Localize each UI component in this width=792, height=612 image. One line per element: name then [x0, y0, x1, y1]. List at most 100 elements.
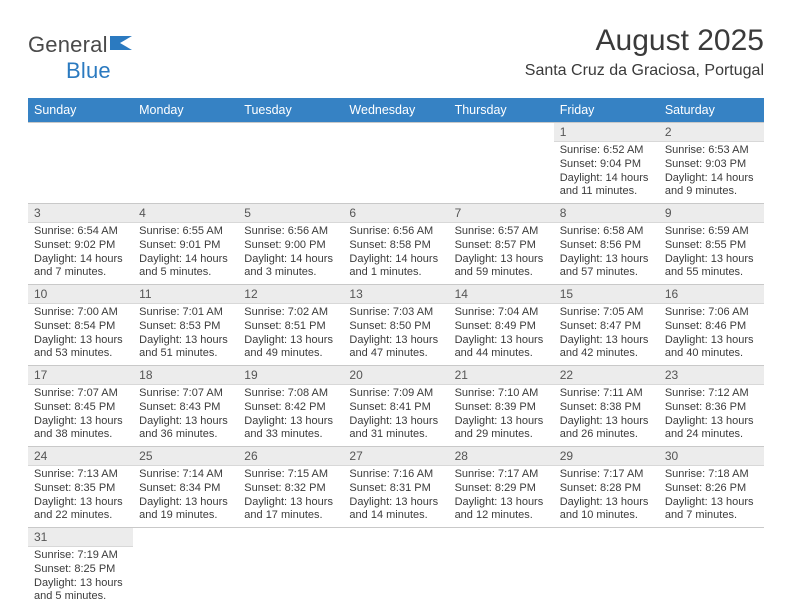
brand-logo: GeneralBlue	[28, 30, 132, 84]
daynum-bar-empty	[343, 123, 448, 141]
sunrise-line: Sunrise: 7:15 AM	[244, 468, 337, 482]
daylight-line: Daylight: 13 hours and 47 minutes.	[349, 334, 442, 362]
sunrise-line: Sunrise: 6:52 AM	[560, 144, 653, 158]
calendar-cell: 2Sunrise: 6:53 AMSunset: 9:03 PMDaylight…	[659, 123, 764, 204]
day-number: 21	[449, 366, 554, 385]
daylight-line: Daylight: 13 hours and 44 minutes.	[455, 334, 548, 362]
sunrise-line: Sunrise: 6:53 AM	[665, 144, 758, 158]
sunset-line: Sunset: 9:01 PM	[139, 239, 232, 253]
day-number: 18	[133, 366, 238, 385]
day-details: Sunrise: 7:12 AMSunset: 8:36 PMDaylight:…	[659, 385, 764, 446]
sunrise-line: Sunrise: 7:12 AM	[665, 387, 758, 401]
sunrise-line: Sunrise: 7:16 AM	[349, 468, 442, 482]
calendar-cell: 11Sunrise: 7:01 AMSunset: 8:53 PMDayligh…	[133, 285, 238, 366]
day-details: Sunrise: 7:00 AMSunset: 8:54 PMDaylight:…	[28, 304, 133, 365]
day-details: Sunrise: 7:04 AMSunset: 8:49 PMDaylight:…	[449, 304, 554, 365]
daylight-line: Daylight: 13 hours and 42 minutes.	[560, 334, 653, 362]
calendar-cell	[238, 123, 343, 204]
calendar-cell: 13Sunrise: 7:03 AMSunset: 8:50 PMDayligh…	[343, 285, 448, 366]
calendar-cell	[133, 528, 238, 609]
calendar-cell: 23Sunrise: 7:12 AMSunset: 8:36 PMDayligh…	[659, 366, 764, 447]
day-number: 6	[343, 204, 448, 223]
sunrise-line: Sunrise: 7:05 AM	[560, 306, 653, 320]
day-number: 27	[343, 447, 448, 466]
calendar-cell: 4Sunrise: 6:55 AMSunset: 9:01 PMDaylight…	[133, 204, 238, 285]
sunrise-line: Sunrise: 7:17 AM	[560, 468, 653, 482]
day-details: Sunrise: 7:02 AMSunset: 8:51 PMDaylight:…	[238, 304, 343, 365]
daylight-line: Daylight: 13 hours and 51 minutes.	[139, 334, 232, 362]
sunrise-line: Sunrise: 7:10 AM	[455, 387, 548, 401]
day-details: Sunrise: 7:17 AMSunset: 8:28 PMDaylight:…	[554, 466, 659, 527]
sunrise-line: Sunrise: 7:19 AM	[34, 549, 127, 563]
calendar-row: 24Sunrise: 7:13 AMSunset: 8:35 PMDayligh…	[28, 447, 764, 528]
calendar-cell: 19Sunrise: 7:08 AMSunset: 8:42 PMDayligh…	[238, 366, 343, 447]
sunset-line: Sunset: 8:49 PM	[455, 320, 548, 334]
calendar-row: 10Sunrise: 7:00 AMSunset: 8:54 PMDayligh…	[28, 285, 764, 366]
calendar-cell: 29Sunrise: 7:17 AMSunset: 8:28 PMDayligh…	[554, 447, 659, 528]
calendar-cell	[133, 123, 238, 204]
daylight-line: Daylight: 14 hours and 11 minutes.	[560, 172, 653, 200]
daylight-line: Daylight: 13 hours and 59 minutes.	[455, 253, 548, 281]
calendar-row: 1Sunrise: 6:52 AMSunset: 9:04 PMDaylight…	[28, 123, 764, 204]
day-details: Sunrise: 7:07 AMSunset: 8:43 PMDaylight:…	[133, 385, 238, 446]
calendar-cell: 7Sunrise: 6:57 AMSunset: 8:57 PMDaylight…	[449, 204, 554, 285]
daylight-line: Daylight: 13 hours and 38 minutes.	[34, 415, 127, 443]
daylight-line: Daylight: 13 hours and 40 minutes.	[665, 334, 758, 362]
calendar-cell: 12Sunrise: 7:02 AMSunset: 8:51 PMDayligh…	[238, 285, 343, 366]
sunset-line: Sunset: 8:29 PM	[455, 482, 548, 496]
sunset-line: Sunset: 8:42 PM	[244, 401, 337, 415]
day-number: 28	[449, 447, 554, 466]
sunrise-line: Sunrise: 7:02 AM	[244, 306, 337, 320]
calendar-table: SundayMondayTuesdayWednesdayThursdayFrid…	[28, 98, 764, 608]
day-details: Sunrise: 6:59 AMSunset: 8:55 PMDaylight:…	[659, 223, 764, 284]
title-block: August 2025 Santa Cruz da Graciosa, Port…	[525, 24, 764, 80]
day-details: Sunrise: 7:15 AMSunset: 8:32 PMDaylight:…	[238, 466, 343, 527]
calendar-row: 31Sunrise: 7:19 AMSunset: 8:25 PMDayligh…	[28, 528, 764, 609]
day-details: Sunrise: 6:52 AMSunset: 9:04 PMDaylight:…	[554, 142, 659, 203]
calendar-cell: 3Sunrise: 6:54 AMSunset: 9:02 PMDaylight…	[28, 204, 133, 285]
day-details: Sunrise: 7:14 AMSunset: 8:34 PMDaylight:…	[133, 466, 238, 527]
calendar-cell: 30Sunrise: 7:18 AMSunset: 8:26 PMDayligh…	[659, 447, 764, 528]
day-number: 9	[659, 204, 764, 223]
daylight-line: Daylight: 13 hours and 53 minutes.	[34, 334, 127, 362]
weekday-header-row: SundayMondayTuesdayWednesdayThursdayFrid…	[28, 98, 764, 123]
sunset-line: Sunset: 8:45 PM	[34, 401, 127, 415]
calendar-cell: 14Sunrise: 7:04 AMSunset: 8:49 PMDayligh…	[449, 285, 554, 366]
day-details: Sunrise: 6:55 AMSunset: 9:01 PMDaylight:…	[133, 223, 238, 284]
day-details: Sunrise: 7:10 AMSunset: 8:39 PMDaylight:…	[449, 385, 554, 446]
sunset-line: Sunset: 8:28 PM	[560, 482, 653, 496]
sunset-line: Sunset: 8:32 PM	[244, 482, 337, 496]
day-number: 11	[133, 285, 238, 304]
daylight-line: Daylight: 14 hours and 1 minutes.	[349, 253, 442, 281]
day-number: 1	[554, 123, 659, 142]
sunrise-line: Sunrise: 7:09 AM	[349, 387, 442, 401]
calendar-cell: 10Sunrise: 7:00 AMSunset: 8:54 PMDayligh…	[28, 285, 133, 366]
daynum-bar-empty	[449, 123, 554, 141]
sunrise-line: Sunrise: 6:54 AM	[34, 225, 127, 239]
sunrise-line: Sunrise: 7:03 AM	[349, 306, 442, 320]
sunset-line: Sunset: 8:36 PM	[665, 401, 758, 415]
day-details: Sunrise: 6:53 AMSunset: 9:03 PMDaylight:…	[659, 142, 764, 203]
day-details: Sunrise: 7:03 AMSunset: 8:50 PMDaylight:…	[343, 304, 448, 365]
weekday-header: Wednesday	[343, 98, 448, 123]
weekday-header: Sunday	[28, 98, 133, 123]
calendar-cell: 16Sunrise: 7:06 AMSunset: 8:46 PMDayligh…	[659, 285, 764, 366]
daylight-line: Daylight: 13 hours and 33 minutes.	[244, 415, 337, 443]
day-details: Sunrise: 7:17 AMSunset: 8:29 PMDaylight:…	[449, 466, 554, 527]
day-details: Sunrise: 7:19 AMSunset: 8:25 PMDaylight:…	[28, 547, 133, 608]
daylight-line: Daylight: 14 hours and 9 minutes.	[665, 172, 758, 200]
sunrise-line: Sunrise: 7:07 AM	[139, 387, 232, 401]
sunrise-line: Sunrise: 7:13 AM	[34, 468, 127, 482]
calendar-cell	[449, 528, 554, 609]
day-number: 25	[133, 447, 238, 466]
sunrise-line: Sunrise: 6:57 AM	[455, 225, 548, 239]
daylight-line: Daylight: 13 hours and 57 minutes.	[560, 253, 653, 281]
sunset-line: Sunset: 9:00 PM	[244, 239, 337, 253]
brand-text: GeneralBlue	[28, 30, 132, 84]
sunrise-line: Sunrise: 6:58 AM	[560, 225, 653, 239]
sunrise-line: Sunrise: 6:59 AM	[665, 225, 758, 239]
day-details: Sunrise: 7:01 AMSunset: 8:53 PMDaylight:…	[133, 304, 238, 365]
daylight-line: Daylight: 13 hours and 17 minutes.	[244, 496, 337, 524]
calendar-cell: 1Sunrise: 6:52 AMSunset: 9:04 PMDaylight…	[554, 123, 659, 204]
day-number: 15	[554, 285, 659, 304]
